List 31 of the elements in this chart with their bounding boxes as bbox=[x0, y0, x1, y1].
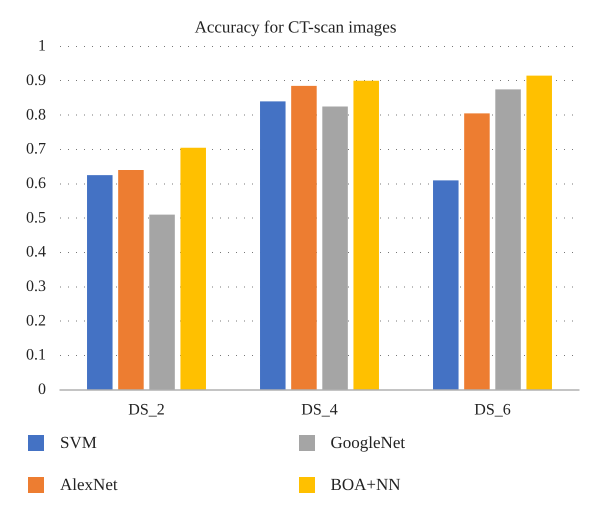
x-tick-label: DS_4 bbox=[301, 402, 338, 419]
bar bbox=[87, 175, 113, 390]
bar bbox=[291, 86, 317, 390]
bar bbox=[260, 101, 286, 390]
x-tick-label: DS_6 bbox=[474, 402, 511, 419]
bar bbox=[526, 76, 552, 390]
chart-title: Accuracy for CT-scan images bbox=[194, 18, 396, 37]
y-tick-label: 0.1 bbox=[26, 346, 46, 364]
y-tick-label: 1 bbox=[38, 38, 46, 55]
legend-label: SVM bbox=[60, 433, 97, 453]
bar bbox=[495, 89, 521, 390]
x-tick-label: DS_2 bbox=[128, 402, 165, 419]
bar bbox=[149, 214, 175, 390]
y-tick-label: 0.5 bbox=[26, 209, 46, 226]
legend-label: GoogleNet bbox=[330, 433, 406, 453]
y-tick-label: 0.2 bbox=[26, 312, 46, 330]
y-tick-label: 0.7 bbox=[26, 140, 46, 158]
y-tick-label: 0.6 bbox=[26, 174, 46, 192]
bar bbox=[433, 180, 459, 390]
y-tick-label: 0.8 bbox=[26, 106, 46, 124]
bar bbox=[322, 106, 348, 390]
legend-label: BOA+NN bbox=[330, 475, 401, 495]
y-tick-label: 0 bbox=[38, 381, 46, 398]
bar bbox=[118, 170, 144, 390]
bar bbox=[464, 113, 490, 390]
bar bbox=[353, 80, 379, 390]
y-tick-label: 0.3 bbox=[26, 278, 46, 295]
y-tick-label: 0.4 bbox=[26, 244, 46, 261]
legend-label: AlexNet bbox=[60, 475, 118, 495]
y-tick-label: 0.9 bbox=[26, 72, 46, 89]
bar bbox=[180, 148, 206, 390]
